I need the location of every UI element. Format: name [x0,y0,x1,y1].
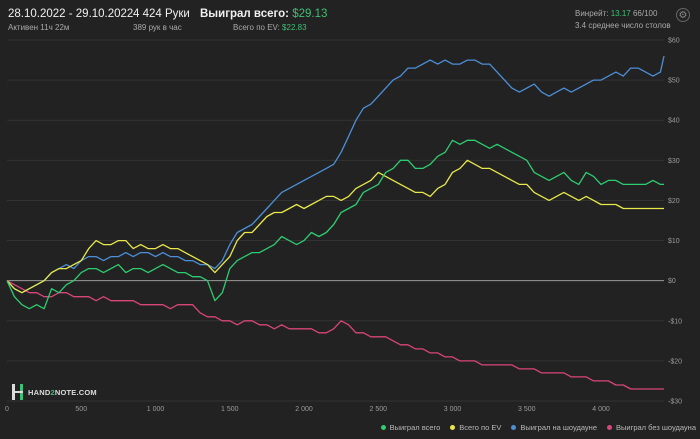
x-tick-label: 3 000 [444,406,462,413]
x-tick-label: 1 500 [221,406,239,413]
won-label: Выиграл всего: [200,8,289,20]
x-tick-label: 2 000 [295,406,313,413]
hands-count: 4 424 Руки [133,8,190,20]
date-range: 28.10.2022 - 29.10.2022 [8,8,134,20]
logo-text: HAND2NOTE.COM [28,387,97,397]
x-tick-label: 1 000 [147,406,165,413]
legend-item-ev[interactable]: Всего по EV [450,420,501,434]
legend-dot [511,424,517,430]
y-tick-label: -$20 [668,358,682,365]
winrate-sample: 66/100 [632,9,658,18]
y-tick-label: $10 [668,238,680,245]
session-period: 28.10.2022 - 29.10.2022 Активен 11ч 22м [8,8,133,32]
active-time: Активен 11ч 22м [8,23,70,32]
ev-value: $22.83 [282,23,307,32]
series-line-1 [6,159,664,294]
gear-icon[interactable]: ⚙ [676,8,690,22]
ev-label: Всего по EV: [233,23,280,32]
y-axis-ticks: -$30 -$20 -$10 $0 $10 $20 $30 $40 $50 $60 [668,38,682,406]
stats-header: 28.10.2022 - 29.10.2022 Активен 11ч 22м … [0,0,700,40]
x-tick-label: 2 500 [370,406,388,413]
winrate-block: Винрейт: 13.17 66/100 3.4 среднее число … [575,9,671,30]
x-axis-ticks: 0 500 1 000 1 500 2 000 2 500 3 000 3 500 4 000 [5,406,610,413]
y-tick-label: -$10 [668,318,682,325]
legend-item-non-showdown[interactable]: Выиграл без шоудауна [607,420,696,434]
legend-dot [450,424,456,430]
won-value: $29.13 [292,8,328,20]
series-line-3 [6,280,664,390]
y-tick-label: -$30 [668,399,682,406]
legend-item-showdown[interactable]: Выиграл на шоудауне [511,420,597,434]
legend-item-total[interactable]: Выиграл всего [380,420,440,434]
y-tick-label: $30 [668,158,680,165]
y-tick-label: $60 [668,38,680,45]
x-tick-label: 0 [5,406,9,413]
tables-note: 3.4 среднее число столов [575,21,671,30]
x-tick-label: 500 [75,406,87,413]
chart-legend: Выиграл всего Всего по EV Выиграл на шоу… [360,420,696,434]
x-tick-label: 3 500 [518,406,536,413]
y-tick-label: $0 [668,278,676,285]
winnings-block: Выиграл всего: $29.13 Всего по EV: $22.8… [200,8,327,32]
x-tick-label: 4 000 [592,406,610,413]
legend-dot [380,424,386,430]
series-lines [6,55,665,390]
y-tick-label: $50 [668,78,680,85]
winrate-value: 13.17 [610,9,631,18]
series-line-2 [6,55,665,294]
series-line-0 [6,139,664,310]
hands-block: 4 424 Руки 389 рук в час [133,8,190,32]
winrate-label: Винрейт: [575,9,609,18]
hands-per-hour: 389 рук в час [133,23,182,32]
hand2note-logo-icon [12,384,24,400]
legend-dot [607,424,612,430]
y-tick-label: $20 [668,198,680,205]
hand2note-logo: HAND2NOTE.COM [12,384,97,400]
y-tick-label: $40 [668,118,680,125]
